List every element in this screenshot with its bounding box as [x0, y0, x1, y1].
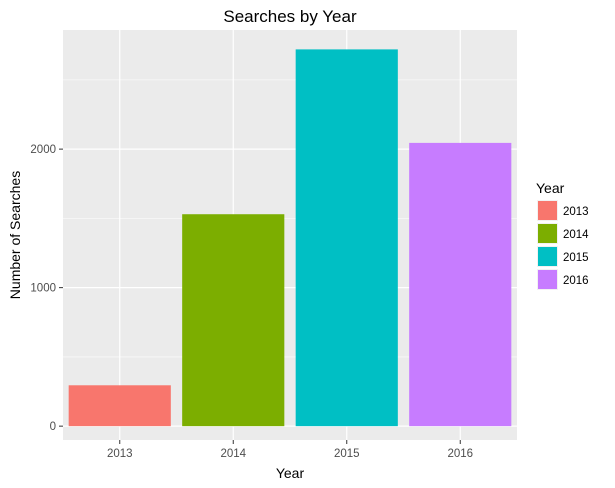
y-tick-label: 0 — [50, 421, 56, 433]
y-tick-label: 2000 — [30, 144, 56, 156]
legend-swatch-2015 — [538, 247, 557, 266]
x-axis: 2013 2014 2015 2016 — [107, 440, 473, 460]
bar-2016 — [409, 142, 512, 427]
y-axis-title: Number of Searches — [7, 171, 23, 299]
bars — [68, 49, 512, 427]
legend-label: 2016 — [563, 275, 589, 287]
legend-label: 2013 — [563, 206, 589, 218]
y-tick-label: 1000 — [30, 283, 56, 295]
x-axis-title: Year — [276, 465, 305, 481]
bar-2015 — [295, 49, 398, 427]
x-tick-label: 2015 — [334, 448, 360, 460]
bar-2013 — [68, 385, 171, 427]
legend: Year 2013 2014 2015 2016 — [536, 180, 589, 290]
x-tick-label: 2016 — [447, 448, 473, 460]
legend-swatch-2016 — [538, 270, 557, 289]
legend-label: 2015 — [563, 252, 589, 264]
x-tick-label: 2014 — [220, 448, 246, 460]
legend-label: 2014 — [563, 229, 589, 241]
legend-swatch-2013 — [538, 201, 557, 220]
chart-title: Searches by Year — [223, 7, 357, 26]
x-tick-label: 2013 — [107, 448, 133, 460]
legend-swatch-2014 — [538, 224, 557, 243]
y-axis: 0 1000 2000 — [30, 144, 63, 433]
legend-title: Year — [536, 180, 565, 196]
bar-2014 — [182, 214, 285, 427]
